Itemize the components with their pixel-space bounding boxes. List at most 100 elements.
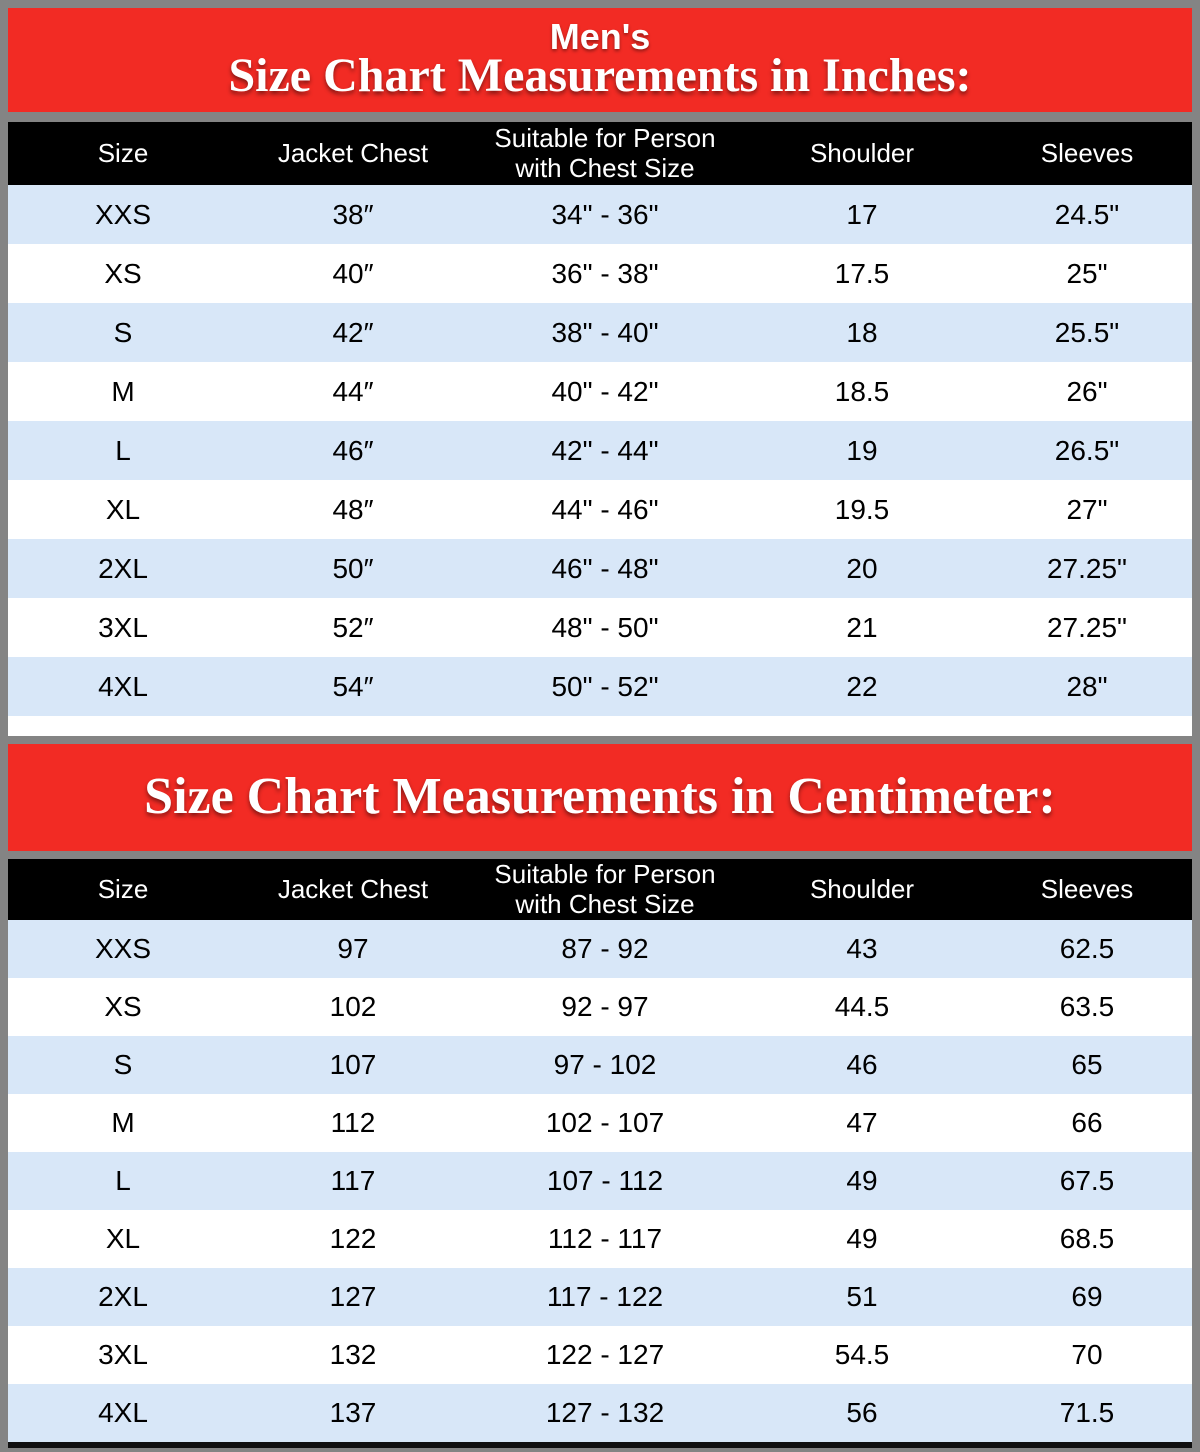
cell-chest-range: 38" - 40"	[551, 316, 659, 348]
inches-banner: Men's Size Chart Measurements in Inches:	[8, 8, 1192, 112]
table-row: XXS 38″ 34" - 36" 17 24.5"	[8, 185, 1192, 244]
table-row: XXS 97 87 - 92 43 62.5	[8, 920, 1192, 978]
cell-shoulder: 22	[846, 670, 878, 702]
table-row: M 112 102 - 107 47 66	[8, 1094, 1192, 1152]
centimeter-banner-title: Size Chart Measurements in Centimeter:	[144, 768, 1056, 826]
cell-sleeves: 65	[1071, 1049, 1103, 1080]
cell-sleeves: 25"	[1066, 257, 1108, 289]
cell-sleeves: 27.25"	[1046, 611, 1127, 643]
column-header-size: Size	[97, 137, 149, 168]
cell-chest-range: 42" - 44"	[551, 434, 659, 466]
cell-chest-range: 92 - 97	[561, 991, 649, 1022]
cell-jacket-chest: 107	[329, 1049, 377, 1080]
cell-jacket-chest: 97	[337, 933, 369, 964]
cell-shoulder: 21	[846, 611, 878, 643]
cell-jacket-chest: 38″	[332, 198, 374, 230]
cell-size: XXS	[94, 198, 152, 230]
cell-sleeves: 63.5	[1059, 991, 1115, 1022]
column-header-sleeves: Sleeves	[1040, 873, 1134, 904]
cell-shoulder: 20	[846, 552, 878, 584]
centimeter-header-row: Size Jacket Chest Suitable for Person wi…	[8, 859, 1192, 920]
cell-chest-range: 44" - 46"	[551, 493, 659, 525]
table-row: 2XL 50″ 46" - 48" 20 27.25"	[8, 539, 1192, 598]
cell-sleeves: 69	[1071, 1281, 1103, 1312]
cell-size: 3XL	[98, 611, 148, 643]
table-row: XS 102 92 - 97 44.5 63.5	[8, 978, 1192, 1036]
bottom-bar	[8, 1442, 1192, 1448]
cell-jacket-chest: 102	[329, 991, 377, 1022]
cell-shoulder: 49	[846, 1223, 878, 1254]
cell-shoulder: 18.5	[834, 375, 890, 407]
cell-jacket-chest: 48″	[332, 493, 374, 525]
cell-shoulder: 17	[846, 198, 878, 230]
cell-jacket-chest: 127	[329, 1281, 377, 1312]
inches-banner-subtitle: Men's	[549, 15, 651, 57]
cell-shoulder: 17.5	[834, 257, 890, 289]
cell-sleeves: 68.5	[1059, 1223, 1115, 1254]
cell-jacket-chest: 42″	[332, 316, 374, 348]
cell-size: XL	[105, 493, 141, 525]
cell-sleeves: 27"	[1066, 493, 1108, 525]
cell-sleeves: 71.5	[1059, 1397, 1115, 1428]
cell-shoulder: 18	[846, 316, 878, 348]
cell-shoulder: 54.5	[834, 1339, 890, 1370]
inches-banner-title: Size Chart Measurements in Inches:	[228, 48, 972, 102]
cell-size: XS	[104, 991, 142, 1022]
table-row: L 117 107 - 112 49 67.5	[8, 1152, 1192, 1210]
cell-size: 3XL	[98, 1339, 148, 1370]
cell-size: S	[113, 1049, 133, 1080]
cell-jacket-chest: 137	[329, 1397, 377, 1428]
column-header-shoulder: Shoulder	[809, 873, 915, 904]
cell-size: 2XL	[98, 552, 148, 584]
column-header-jacket-chest: Jacket Chest	[277, 137, 429, 168]
centimeter-size-table: Size Jacket Chest Suitable for Person wi…	[8, 859, 1192, 1442]
cell-jacket-chest: 112	[330, 1107, 376, 1138]
cell-size: L	[115, 434, 131, 466]
table-row: M 44″ 40" - 42" 18.5 26"	[8, 362, 1192, 421]
cell-chest-range: 127 - 132	[545, 1397, 665, 1428]
cell-size: S	[113, 316, 133, 348]
column-header-suitable-chest: Suitable for Person with Chest Size	[494, 122, 716, 183]
cell-shoulder: 19	[846, 434, 878, 466]
cell-chest-range: 40" - 42"	[551, 375, 659, 407]
cell-jacket-chest: 122	[329, 1223, 377, 1254]
cell-sleeves: 26"	[1066, 375, 1108, 407]
table-row: 4XL 137 127 - 132 56 71.5	[8, 1384, 1192, 1442]
column-header-jacket-chest: Jacket Chest	[277, 873, 429, 904]
cell-size: L	[115, 1165, 131, 1196]
table-row: S 42″ 38" - 40" 18 25.5"	[8, 303, 1192, 362]
cell-shoulder: 47	[846, 1107, 878, 1138]
table-row: XL 48″ 44" - 46" 19.5 27"	[8, 480, 1192, 539]
cell-size: M	[111, 1107, 135, 1138]
cell-shoulder: 49	[846, 1165, 878, 1196]
cell-jacket-chest: 52″	[332, 611, 374, 643]
cell-shoulder: 43	[846, 933, 878, 964]
inches-size-table: Size Jacket Chest Suitable for Person wi…	[8, 122, 1192, 716]
cell-chest-range: 112 - 117	[547, 1223, 663, 1254]
column-header-suitable-chest: Suitable for Person with Chest Size	[494, 858, 716, 919]
cell-chest-range: 122 - 127	[545, 1339, 665, 1370]
cell-chest-range: 87 - 92	[561, 933, 649, 964]
cell-size: 2XL	[98, 1281, 148, 1312]
cell-jacket-chest: 40″	[332, 257, 374, 289]
cell-shoulder: 46	[846, 1049, 878, 1080]
cell-chest-range: 46" - 48"	[551, 552, 659, 584]
cell-sleeves: 24.5"	[1054, 198, 1120, 230]
cell-size: XXS	[94, 933, 152, 964]
cell-chest-range: 50" - 52"	[551, 670, 659, 702]
table-footer-strip	[8, 716, 1192, 736]
table-row: 4XL 54″ 50" - 52" 22 28"	[8, 657, 1192, 716]
table-row: XS 40″ 36" - 38" 17.5 25"	[8, 244, 1192, 303]
cell-chest-range: 97 - 102	[553, 1049, 657, 1080]
cell-sleeves: 70	[1071, 1339, 1103, 1370]
inches-header-row: Size Jacket Chest Suitable for Person wi…	[8, 122, 1192, 185]
cell-jacket-chest: 46″	[332, 434, 374, 466]
cell-sleeves: 26.5"	[1054, 434, 1120, 466]
cell-chest-range: 107 - 112	[546, 1165, 664, 1196]
centimeter-banner: Size Chart Measurements in Centimeter:	[8, 744, 1192, 851]
cell-size: 4XL	[98, 1397, 148, 1428]
cell-chest-range: 48" - 50"	[551, 611, 659, 643]
cell-jacket-chest: 54″	[332, 670, 374, 702]
cell-sleeves: 62.5	[1059, 933, 1115, 964]
table-row: 2XL 127 117 - 122 51 69	[8, 1268, 1192, 1326]
